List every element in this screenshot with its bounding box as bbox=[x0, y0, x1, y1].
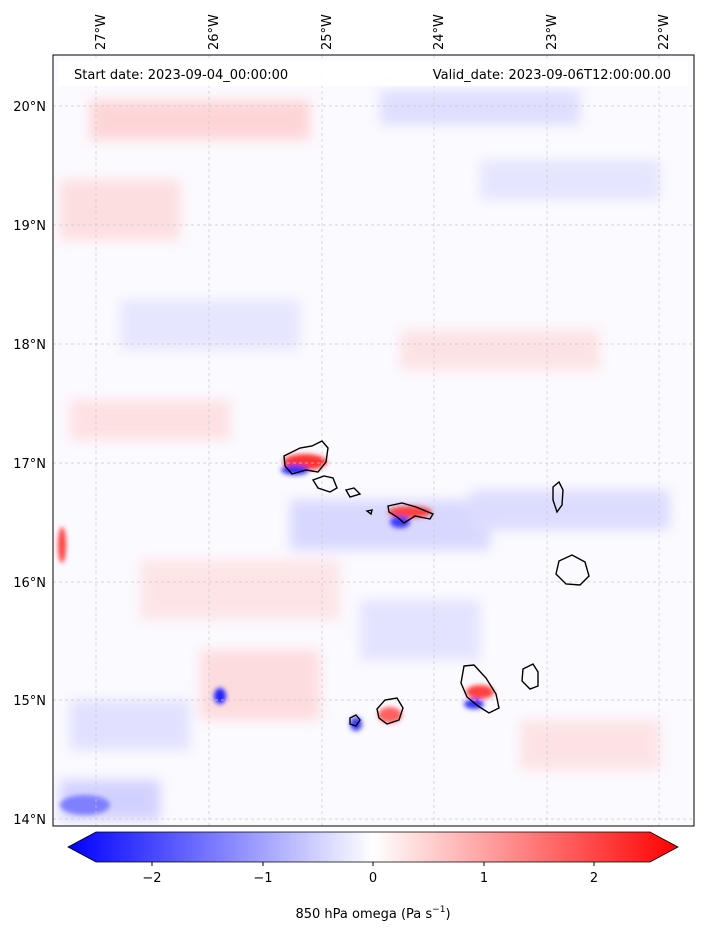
island-sal bbox=[552, 480, 564, 514]
lon-label: 26°W bbox=[207, 14, 222, 50]
field-core bbox=[466, 685, 494, 699]
lat-label: 18°N bbox=[13, 338, 46, 353]
field-band bbox=[470, 490, 670, 530]
island-maio bbox=[521, 663, 539, 690]
field-core bbox=[214, 688, 226, 704]
lat-label: 14°N bbox=[13, 813, 46, 828]
gridlines bbox=[53, 55, 694, 826]
lat-label: 15°N bbox=[13, 694, 46, 709]
island-santiago bbox=[460, 664, 500, 714]
field-band bbox=[520, 720, 660, 770]
lon-label: 23°W bbox=[545, 14, 560, 50]
lon-label: 24°W bbox=[432, 14, 447, 50]
island-ilheu bbox=[365, 509, 373, 516]
map-border bbox=[52, 54, 695, 827]
island-santa-luzia bbox=[344, 487, 362, 498]
island-fogo bbox=[376, 697, 404, 725]
field-band bbox=[200, 650, 320, 720]
field-band bbox=[480, 160, 660, 200]
field-core bbox=[378, 707, 402, 723]
variable-unit-exponent: −1 bbox=[432, 905, 445, 915]
island-sao-nicolau bbox=[387, 502, 435, 524]
colorbar-tick-label: 1 bbox=[480, 871, 488, 886]
island-sao-vicente bbox=[311, 475, 338, 493]
field-band bbox=[70, 700, 190, 750]
field-band bbox=[400, 330, 600, 370]
lat-label: 20°N bbox=[13, 100, 46, 115]
colorbar-bar bbox=[67, 831, 679, 863]
field-band bbox=[70, 400, 230, 440]
colorbar-tick-label: −1 bbox=[253, 871, 272, 886]
field-core bbox=[58, 527, 66, 563]
omega-field bbox=[58, 90, 670, 820]
valid-date-label: Valid_date: 2023-09-06T12:00:00.00 bbox=[433, 68, 671, 83]
colorbar: −2 −1 0 1 2 850 hPa omega (Pa s−1) bbox=[67, 831, 679, 922]
island-santo-antao bbox=[283, 440, 329, 475]
island-brava bbox=[349, 714, 361, 727]
variable-label-close: ) bbox=[445, 907, 450, 922]
coastlines bbox=[283, 440, 590, 727]
field-band bbox=[90, 100, 310, 140]
start-date-label: Start date: 2023-09-04_00:00:00 bbox=[74, 68, 288, 83]
field-band bbox=[120, 300, 300, 350]
field-band bbox=[60, 180, 180, 240]
colorbar-tick-label: 0 bbox=[369, 871, 377, 886]
lon-label: 27°W bbox=[94, 14, 109, 50]
field-band bbox=[360, 600, 480, 660]
variable-label-text: 850 hPa omega (Pa s bbox=[295, 907, 432, 922]
field-core bbox=[60, 795, 110, 815]
colorbar-ticks bbox=[151, 862, 595, 866]
field-band bbox=[140, 560, 340, 620]
field-core bbox=[281, 465, 309, 475]
longitude-labels: 27°W 26°W 25°W 24°W 23°W 22°W bbox=[94, 14, 672, 50]
island-boa-vista bbox=[555, 554, 590, 586]
colorbar-variable-label: 850 hPa omega (Pa s−1) bbox=[295, 905, 450, 922]
latitude-labels: 20°N 19°N 18°N 17°N 16°N 15°N 14°N bbox=[13, 100, 46, 828]
lat-label: 19°N bbox=[13, 219, 46, 234]
lon-label: 22°W bbox=[657, 14, 672, 50]
colorbar-tick-label: 2 bbox=[590, 871, 598, 886]
field-band bbox=[290, 500, 490, 550]
lon-label: 25°W bbox=[320, 14, 335, 50]
date-header-strip bbox=[58, 61, 688, 86]
colorbar-tick-label: −2 bbox=[142, 871, 161, 886]
map-panel: Start date: 2023-09-04_00:00:00 Valid_da… bbox=[52, 54, 695, 827]
field-band bbox=[380, 90, 580, 125]
lat-label: 17°N bbox=[13, 457, 46, 472]
lat-label: 16°N bbox=[13, 576, 46, 591]
field-core bbox=[390, 516, 410, 528]
